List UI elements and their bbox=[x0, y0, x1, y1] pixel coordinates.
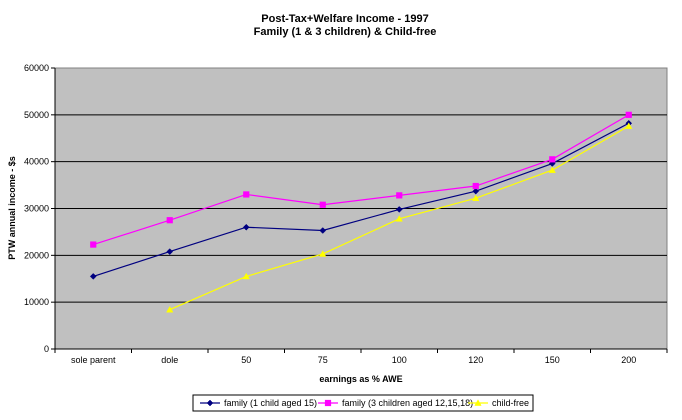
y-axis: 0 10000 20000 30000 40000 50000 60000 bbox=[24, 63, 56, 354]
x-tick-label: 120 bbox=[468, 355, 483, 365]
y-tick-label: 30000 bbox=[24, 204, 49, 214]
y-tick-label: 0 bbox=[44, 344, 49, 354]
y-tick-label: 40000 bbox=[24, 157, 49, 167]
data-point bbox=[395, 206, 403, 213]
legend-marker bbox=[206, 399, 214, 407]
legend-box bbox=[192, 394, 534, 412]
legend-label: family (1 child aged 15) bbox=[224, 398, 317, 408]
x-axis-label: earnings as % AWE bbox=[319, 374, 402, 384]
chart-subtitle: Family (1 & 3 children) & Child-free bbox=[254, 26, 437, 38]
data-point bbox=[319, 250, 327, 257]
x-tick-label: dole bbox=[161, 355, 178, 365]
data-point bbox=[472, 182, 479, 190]
data-point bbox=[395, 215, 403, 222]
legend: family (1 child aged 15) family (3 childr… bbox=[192, 394, 534, 412]
x-tick-label: 100 bbox=[392, 355, 407, 365]
data-point bbox=[472, 187, 480, 195]
x-tick-label: 75 bbox=[318, 355, 328, 365]
data-point bbox=[242, 223, 250, 231]
data-point bbox=[166, 217, 173, 224]
x-tick-label: 150 bbox=[545, 355, 560, 365]
y-axis-label: PTW annual income - $s bbox=[7, 156, 17, 260]
data-point bbox=[166, 305, 174, 313]
data-point bbox=[548, 166, 556, 173]
y-tick-label: 10000 bbox=[24, 297, 49, 307]
x-axis: sole parent dole 50 75 100 120 150 200 bbox=[54, 348, 668, 365]
series-line-1 bbox=[93, 122, 630, 277]
data-point bbox=[166, 248, 174, 255]
chart-title: Post-Tax+Welfare Income - 1997 bbox=[261, 13, 428, 25]
legend-marker bbox=[474, 399, 482, 406]
data-point bbox=[549, 156, 556, 163]
data-point bbox=[89, 273, 97, 280]
series-line-2 bbox=[93, 114, 630, 246]
x-tick-label: 200 bbox=[621, 355, 636, 365]
data-point bbox=[625, 111, 632, 118]
x-tick-label: 50 bbox=[241, 355, 251, 365]
series-lines bbox=[89, 111, 633, 313]
data-point bbox=[472, 194, 480, 202]
legend-label: family (3 children aged 12,15,18) bbox=[342, 398, 473, 408]
y-tick-label: 50000 bbox=[24, 110, 49, 120]
data-point bbox=[396, 192, 403, 199]
data-point bbox=[243, 191, 250, 198]
y-tick-label: 60000 bbox=[24, 63, 49, 73]
legend-label: child-free bbox=[492, 398, 529, 408]
legend-marker bbox=[324, 399, 332, 407]
data-point bbox=[242, 272, 250, 280]
data-point bbox=[90, 241, 97, 248]
data-point bbox=[625, 122, 633, 129]
x-tick-label: sole parent bbox=[71, 355, 116, 365]
data-point bbox=[319, 201, 326, 208]
data-point bbox=[319, 227, 327, 234]
y-tick-label: 20000 bbox=[24, 250, 49, 260]
